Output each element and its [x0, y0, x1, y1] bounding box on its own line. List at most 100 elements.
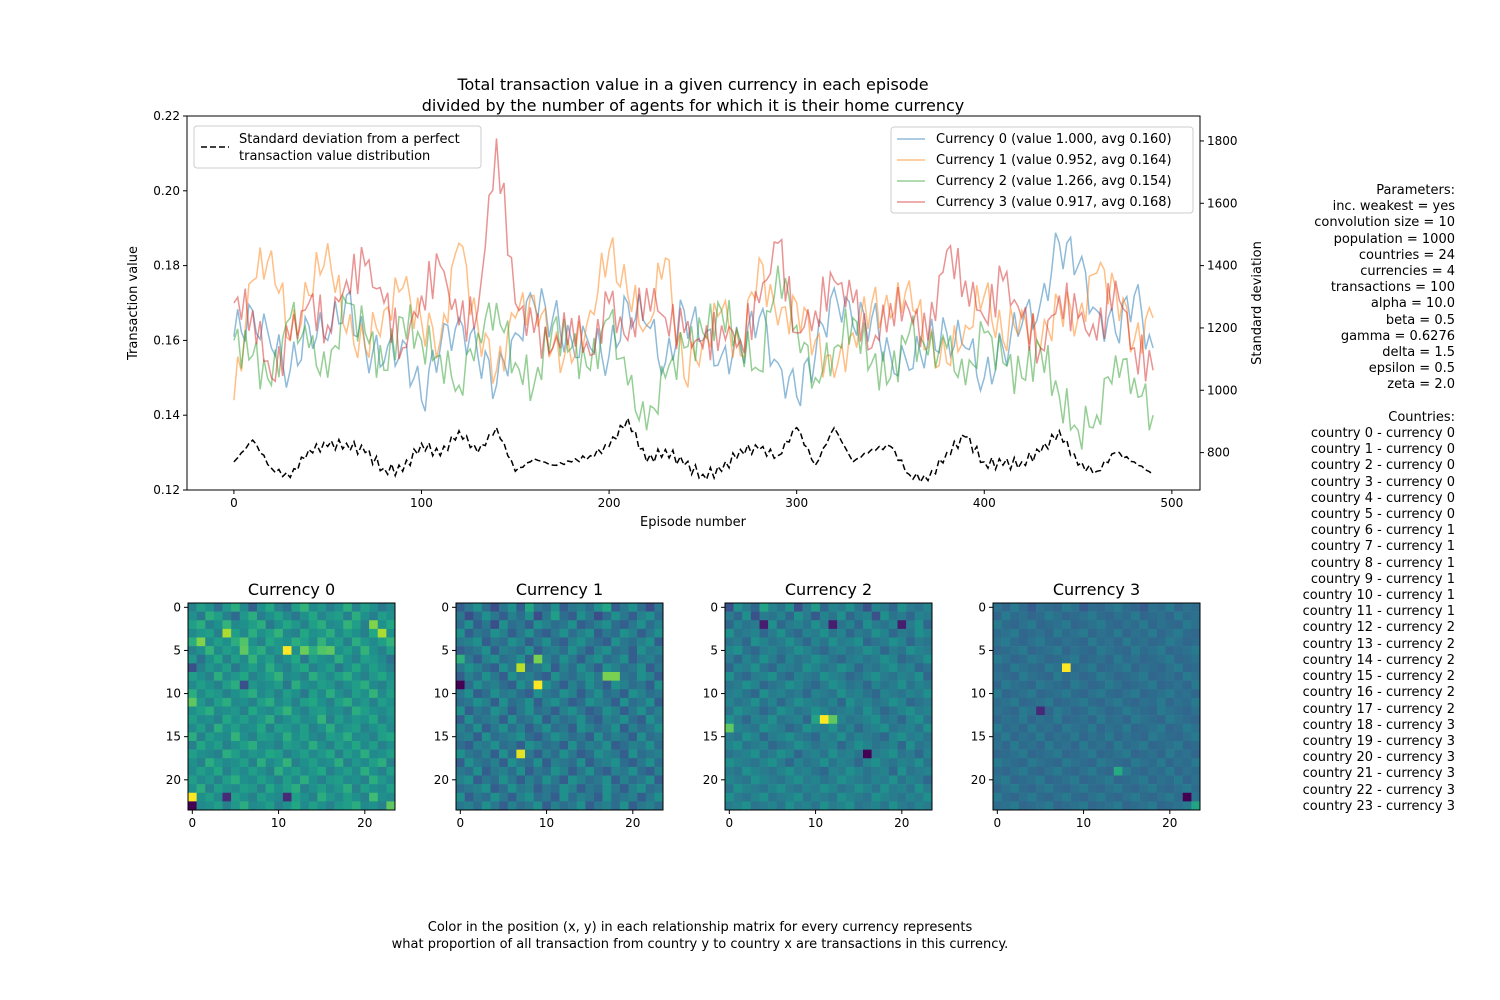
- heatmap-cell: [611, 620, 621, 630]
- heatmap-cell: [837, 672, 847, 681]
- heatmap-cell: [317, 706, 327, 716]
- heatmap-cell: [1165, 603, 1175, 612]
- heatmap-cell: [334, 680, 344, 690]
- heatmap-cell: [1139, 689, 1149, 699]
- heatmap-cell: [481, 706, 491, 716]
- heatmap-cell: [481, 697, 491, 707]
- heatmap-cell: [637, 611, 647, 621]
- heatmap-cell: [594, 775, 603, 785]
- heatmap-cell: [499, 801, 509, 811]
- heatmap-cell: [1182, 654, 1192, 664]
- heatmap-cell: [377, 672, 387, 681]
- heatmap-cell: [794, 603, 803, 612]
- heatmap-cell: [343, 723, 353, 733]
- heatmap-cell: [1113, 784, 1123, 794]
- heatmap-cell: [1122, 749, 1132, 759]
- heatmap-cell: [516, 706, 526, 716]
- heatmap-cell: [845, 637, 855, 647]
- heatmap-cell: [802, 766, 812, 776]
- heatmap-cell: [1156, 697, 1166, 707]
- heatmap-cell: [1053, 646, 1063, 656]
- heatmap-cell: [464, 732, 474, 742]
- heatmap-cell: [490, 784, 500, 794]
- heatmap-cell: [525, 646, 534, 656]
- heatmap-cell: [1105, 732, 1115, 742]
- heatmap-cell: [897, 715, 907, 725]
- heatmap-cell: [481, 646, 491, 656]
- heatmap-cell: [1010, 741, 1020, 750]
- heatmap-cell: [1156, 620, 1166, 630]
- heatmap-cell: [473, 654, 483, 664]
- heatmap-cell: [351, 603, 361, 612]
- heatmap-cell: [369, 654, 379, 664]
- heatmap-cell: [499, 784, 509, 794]
- heatmap-cell: [481, 689, 491, 699]
- heatmap-cell: [1122, 801, 1132, 811]
- heatmap-cell: [914, 775, 924, 785]
- heatmap-cell: [343, 758, 353, 768]
- heatmap-cell: [239, 749, 249, 759]
- heatmap-cell: [1165, 672, 1175, 681]
- heatmap-cell: [854, 672, 864, 681]
- heatmap-cell: [308, 697, 318, 707]
- heatmap-cell: [559, 775, 569, 785]
- heatmap-cell: [923, 646, 933, 656]
- heatmap-cell: [377, 749, 387, 759]
- heatmap-cell: [888, 672, 898, 681]
- heatmap-cell: [351, 766, 361, 776]
- heatmap-cell: [594, 784, 603, 794]
- heatmap-cell: [828, 654, 838, 664]
- heatmap-cell: [785, 749, 795, 759]
- heatmap-cell: [300, 603, 310, 612]
- heatmap-cell: [993, 689, 1002, 699]
- y-right-tick-label: 1200: [1207, 321, 1238, 335]
- heatmap-cell: [811, 663, 821, 673]
- heatmap-cell: [507, 637, 517, 647]
- heatmap-cell: [993, 715, 1002, 725]
- heatmap-cell: [481, 672, 491, 681]
- heatmap-cell: [265, 637, 275, 647]
- heatmap-cell: [1087, 646, 1097, 656]
- heatmap-cell: [196, 715, 206, 725]
- heatmap-cell: [343, 637, 353, 647]
- heatmap-cell: [897, 689, 907, 699]
- heatmap-cell: [897, 611, 907, 621]
- heatmap-cell: [759, 620, 769, 630]
- heatmap-cell: [222, 732, 232, 742]
- heatmap-cell: [1036, 792, 1046, 802]
- heatmap-cell: [550, 775, 560, 785]
- heatmap-cell: [863, 689, 872, 699]
- heatmap-cell: [568, 689, 578, 699]
- heatmap-cell: [811, 758, 821, 768]
- heatmap-cell: [499, 715, 509, 725]
- heatmap-cell: [585, 603, 595, 612]
- heatmap-cell: [386, 749, 396, 759]
- heatmap-cell: [654, 654, 664, 664]
- parameter-item: inc. weakest = yes: [1332, 199, 1455, 215]
- heatmap-cell: [213, 637, 223, 647]
- heatmap-cell: [568, 741, 578, 750]
- y-right-tick-label: 1400: [1207, 259, 1238, 273]
- heatmap-cell: [282, 663, 292, 673]
- heatmap-cell: [308, 758, 318, 768]
- heatmap-cell: [871, 766, 881, 776]
- heatmap-cell: [456, 603, 465, 612]
- heatmap-cell: [1044, 689, 1054, 699]
- heatmap-cell: [645, 697, 655, 707]
- heatmap-cell: [213, 663, 223, 673]
- heatmap-cell: [291, 758, 301, 768]
- heatmap-cell: [794, 611, 803, 621]
- heatmap-cell: [282, 801, 292, 811]
- heatmap-cell: [507, 663, 517, 673]
- heatmap-cell: [1182, 749, 1192, 759]
- heatmap-cell: [300, 741, 310, 750]
- heatmap-cell: [1105, 801, 1115, 811]
- heatmap-cell: [619, 628, 629, 638]
- heatmap-cell: [525, 672, 534, 681]
- heatmap-cell: [602, 801, 612, 811]
- heatmap-cell: [248, 672, 258, 681]
- heatmap-cell: [1182, 784, 1192, 794]
- heatmap-cell: [880, 689, 890, 699]
- heatmap-cell: [334, 706, 344, 716]
- heatmap-cell: [213, 611, 223, 621]
